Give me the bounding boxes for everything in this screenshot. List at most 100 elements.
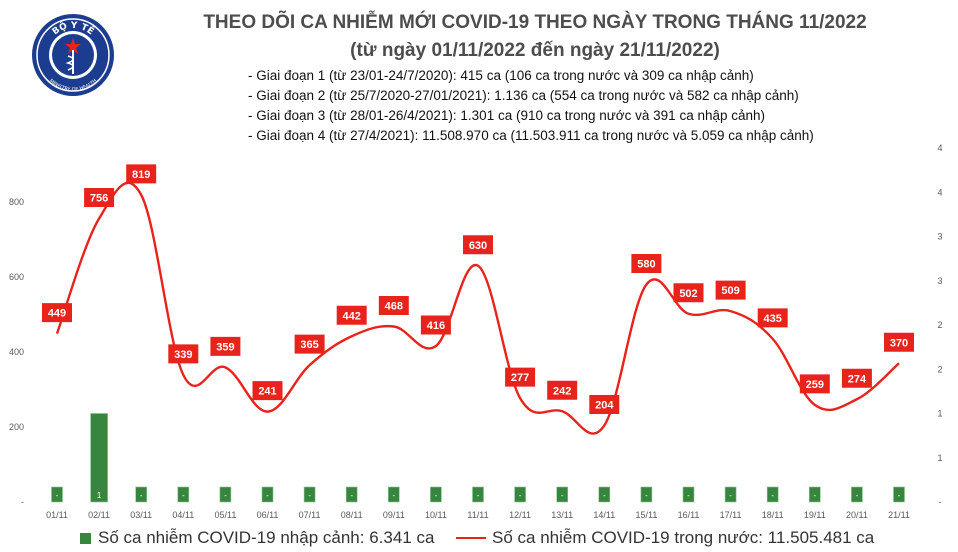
bar xyxy=(51,486,63,503)
bar-data-label: - xyxy=(308,491,311,500)
legend-bar-label: Số ca nhiễm COVID-19 nhập cảnh: 6.341 ca xyxy=(98,528,435,547)
bar xyxy=(556,486,569,503)
data-label: 442 xyxy=(343,310,361,322)
left-tick-label: 800 xyxy=(9,197,24,207)
data-label-box xyxy=(757,308,788,328)
bar xyxy=(261,486,274,503)
data-label: 435 xyxy=(764,313,782,325)
right-tick-label: 3 xyxy=(937,276,942,286)
x-tick-label: 18/11 xyxy=(762,510,784,520)
x-tick-label: 21/11 xyxy=(888,510,910,520)
data-label: 359 xyxy=(216,341,234,353)
data-label-box xyxy=(42,303,72,323)
data-label-box xyxy=(547,380,578,400)
bar xyxy=(303,486,316,503)
left-tick-label: 400 xyxy=(9,347,24,357)
bar xyxy=(640,486,653,503)
legend: Số ca nhiễm COVID-19 nhập cảnh: 6.341 ca… xyxy=(0,524,958,552)
legend-bar-swatch xyxy=(80,532,91,544)
left-tick-label: 200 xyxy=(9,422,24,432)
bar-data-label: - xyxy=(266,491,269,500)
data-label: 204 xyxy=(595,400,614,412)
bar-data-label: - xyxy=(56,491,59,500)
ministry-of-health-logo: BỘ Y TẾ MINISTRY OF HEALTH xyxy=(32,14,114,96)
data-label-box xyxy=(168,344,199,364)
x-tick-label: 06/11 xyxy=(257,510,279,520)
right-tick-label: 3 xyxy=(937,232,942,242)
data-label: 274 xyxy=(848,373,867,385)
data-label-box xyxy=(126,164,157,184)
data-label: 819 xyxy=(132,169,150,181)
legend-item-bar: Số ca nhiễm COVID-19 nhập cảnh: 6.341 ca xyxy=(80,528,434,548)
bar xyxy=(724,486,737,503)
bar-data-label: - xyxy=(224,491,227,500)
left-axis: - 200 400 600 800 xyxy=(9,197,24,507)
data-label-box xyxy=(463,235,493,255)
x-tick-label: 09/11 xyxy=(383,510,405,520)
bar xyxy=(90,413,108,503)
bar-data-label: - xyxy=(729,491,732,500)
bar xyxy=(682,486,695,503)
x-tick-label: 01/11 xyxy=(46,510,68,520)
x-tick-label: 12/11 xyxy=(509,510,531,520)
bar xyxy=(514,486,526,503)
right-tick-label: 1 xyxy=(937,453,942,463)
bar xyxy=(808,486,821,503)
bar-data-label: - xyxy=(898,491,901,500)
data-label: 756 xyxy=(90,193,108,205)
data-label: 416 xyxy=(427,320,445,332)
bar-data-label: - xyxy=(561,491,564,500)
bar xyxy=(430,486,442,503)
data-label: 259 xyxy=(806,379,824,391)
left-tick-label: - xyxy=(21,497,24,507)
bar-data-label: - xyxy=(519,491,522,500)
data-label: 370 xyxy=(890,337,908,349)
bar xyxy=(345,486,358,503)
data-label: 449 xyxy=(48,308,66,320)
bar-data-label: - xyxy=(140,491,143,500)
bar-data-label: - xyxy=(856,491,859,500)
data-label-box xyxy=(378,296,409,315)
chart-title: THEO DÕI CA NHIỄM MỚI COVID-19 THEO NGÀY… xyxy=(203,12,867,33)
data-label: 468 xyxy=(385,301,403,313)
x-tick-label: 20/11 xyxy=(846,510,868,520)
bar xyxy=(387,486,400,503)
phase-note: - Giai đoạn 1 (từ 23/01-24/7/2020): 415 … xyxy=(248,68,754,83)
right-axis: - 1 1 2 2 3 3 4 4 xyxy=(937,143,942,507)
data-label-box xyxy=(210,336,241,356)
line-series: 449 756 819 339 359 241 365 442 468 416 630 277 242 2… xyxy=(42,164,914,435)
x-tick-label: 11/11 xyxy=(467,510,488,520)
x-tick-label: 19/11 xyxy=(804,510,826,520)
left-tick-label: 600 xyxy=(9,272,24,282)
bar-data-label: - xyxy=(771,491,774,500)
data-label-box xyxy=(505,367,536,387)
x-axis: 01/11 02/11 03/11 04/11 05/11 06/11 07/11 08/11… xyxy=(46,510,910,520)
phase-note: - Giai đoạn 4 (từ 27/4/2021): 11.508.970… xyxy=(248,128,814,143)
data-label-box xyxy=(631,254,662,273)
data-label: 509 xyxy=(721,285,739,297)
bar xyxy=(598,486,611,503)
data-label: 339 xyxy=(174,349,192,361)
bar-data-label: - xyxy=(392,491,395,500)
data-label: 242 xyxy=(553,385,571,397)
data-label: 502 xyxy=(679,288,697,300)
series-line xyxy=(55,181,900,435)
bar-data-label: - xyxy=(813,491,816,500)
data-label: 580 xyxy=(637,259,655,271)
right-tick-label: 1 xyxy=(937,409,942,419)
x-tick-label: 16/11 xyxy=(678,510,700,520)
bar xyxy=(135,486,147,503)
bar-data-label: - xyxy=(645,491,648,500)
data-label-box xyxy=(884,332,914,352)
bar-data-label: - xyxy=(182,491,185,500)
data-label-box xyxy=(420,315,451,335)
data-label-box xyxy=(715,280,746,300)
bar xyxy=(177,486,190,503)
right-tick-label: 2 xyxy=(937,364,942,374)
bar-data-label: - xyxy=(350,491,353,500)
bar xyxy=(219,486,232,503)
bar xyxy=(893,486,905,503)
data-label: 277 xyxy=(511,372,529,384)
data-label-box xyxy=(841,368,872,388)
